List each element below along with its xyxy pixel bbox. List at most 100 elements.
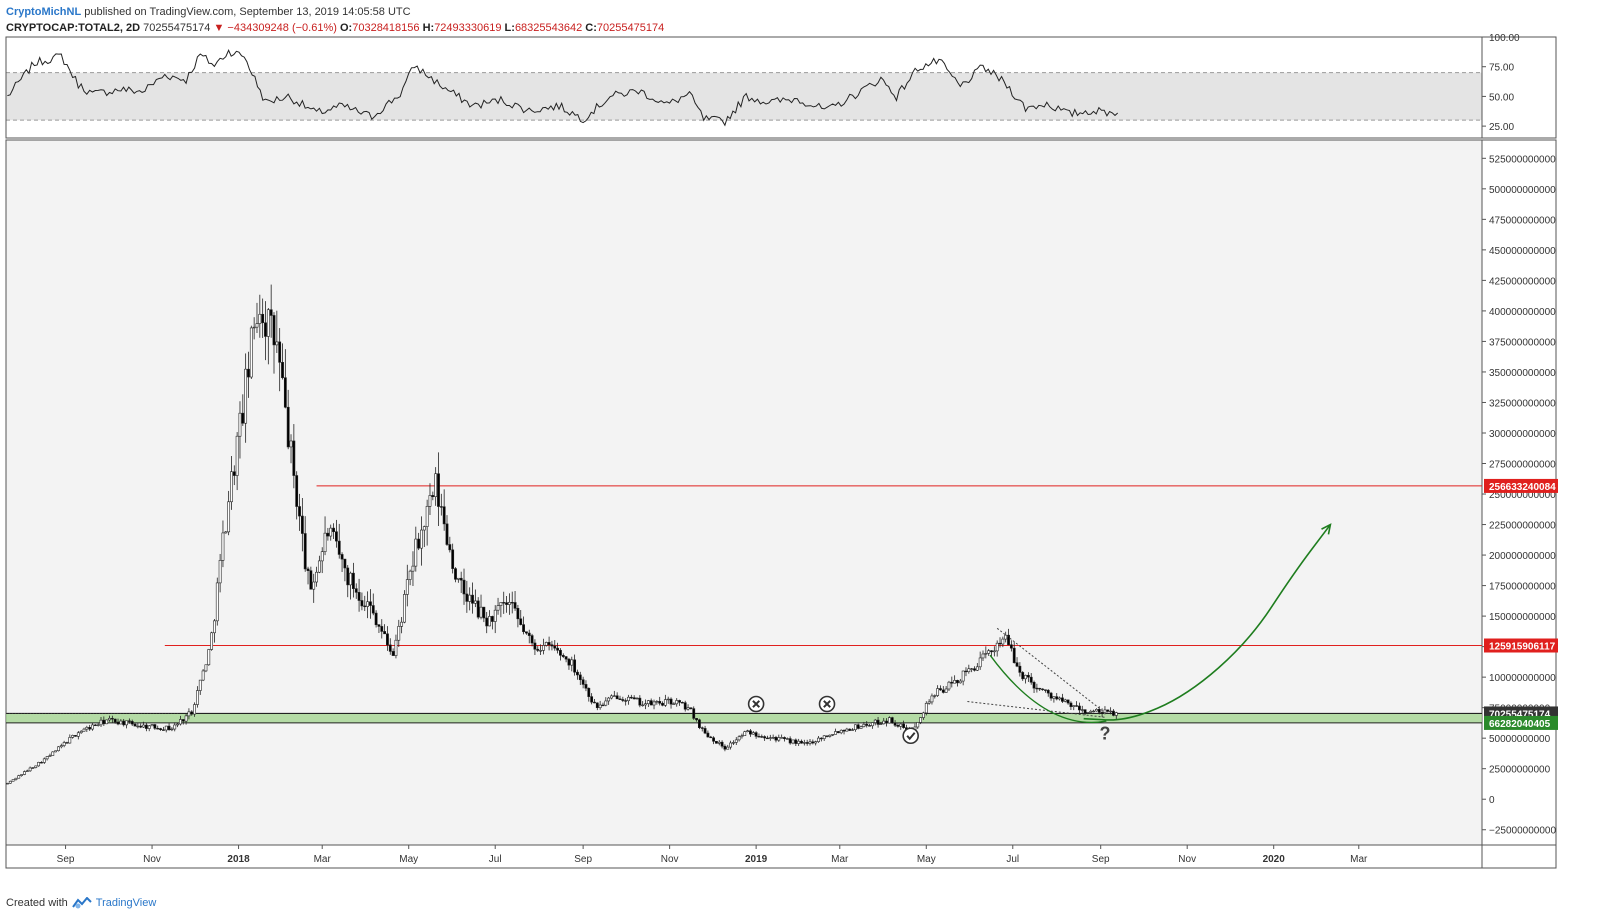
candle-body <box>1078 705 1081 711</box>
time-tick-label: Nov <box>661 854 679 865</box>
candle-body <box>1092 710 1096 713</box>
candle-body <box>434 473 438 498</box>
candle-body <box>329 527 333 537</box>
candle-body <box>899 723 903 727</box>
candle-body <box>20 774 23 776</box>
candle-body <box>45 756 49 760</box>
time-tick-label: Mar <box>831 854 849 865</box>
candle-body <box>176 723 179 726</box>
candle-body <box>1080 709 1084 711</box>
candle-body <box>998 642 1002 645</box>
time-tick-label: 2018 <box>227 854 250 865</box>
rsi-frame <box>5 36 1557 139</box>
price-tick-label: −25000000000 <box>1489 826 1556 837</box>
candle-body <box>71 735 75 738</box>
candle-body <box>788 738 792 744</box>
candle-body <box>230 471 233 503</box>
candle-body <box>218 560 222 584</box>
candle-body <box>454 568 457 580</box>
rsi-tick-label: 75.00 <box>1489 63 1514 74</box>
created-with-label: Created with <box>6 897 68 909</box>
candle-body <box>530 635 534 644</box>
candle-body <box>485 617 489 627</box>
candle-body <box>405 579 409 595</box>
candle-body <box>1035 687 1039 690</box>
candle-body <box>612 695 616 697</box>
candle-body <box>1083 709 1087 714</box>
candle-body <box>715 740 718 744</box>
candle-body <box>244 368 248 424</box>
candle-body <box>369 601 372 606</box>
candle-body <box>286 406 290 448</box>
candle-body <box>371 605 375 614</box>
price-background <box>6 140 1482 845</box>
candle-body <box>629 696 633 699</box>
candle-body <box>235 435 239 476</box>
close-label: C: <box>585 22 597 34</box>
candle-body <box>142 724 145 728</box>
price-pane[interactable]: 5250000000005000000000004750000000004500… <box>5 139 1558 869</box>
candle-body <box>1001 638 1005 645</box>
price-tick-label: 475000000000 <box>1489 215 1556 226</box>
price-tick-label: 425000000000 <box>1489 276 1556 287</box>
candle-body <box>1038 687 1042 690</box>
candle-body <box>221 532 225 561</box>
candle-body <box>264 322 267 337</box>
resistance-tag-upper-label: 256633240084 <box>1489 482 1556 493</box>
candle-body <box>655 701 659 703</box>
rsi-tick-label: 50.00 <box>1489 92 1514 103</box>
candle-body <box>181 719 185 722</box>
tradingview-brand-link[interactable]: TradingView <box>95 897 157 909</box>
candle-body <box>780 737 784 739</box>
candle-body <box>621 699 625 701</box>
candle-body <box>1106 709 1110 712</box>
price-tick-label: 525000000000 <box>1489 154 1556 165</box>
candle-body <box>422 526 426 531</box>
candle-body <box>950 681 954 684</box>
candle-body <box>811 741 815 744</box>
candle-body <box>1043 689 1047 691</box>
candle-body <box>570 659 574 666</box>
candle-body <box>403 594 406 623</box>
candle-body <box>363 605 367 608</box>
candle-body <box>576 671 579 676</box>
last-price-tag-label: 70255475174 <box>1489 709 1551 720</box>
candle-body <box>198 679 202 691</box>
candle-body <box>127 720 131 722</box>
candle-body <box>763 736 767 739</box>
candle-body <box>902 723 905 728</box>
candle-body <box>164 725 168 731</box>
candle-body <box>360 600 364 607</box>
projection-curve[interactable] <box>1083 523 1332 721</box>
projection-arrow-icon <box>1321 523 1332 535</box>
candle-body <box>632 697 636 700</box>
candle-body <box>930 695 934 703</box>
candle-body <box>272 315 276 346</box>
candle-body <box>610 695 613 699</box>
candle-body <box>28 767 32 772</box>
candle-body <box>473 600 477 604</box>
candle-body <box>922 712 925 718</box>
candle-body <box>482 606 486 619</box>
candle-body <box>678 700 681 703</box>
candle-body <box>695 718 698 721</box>
candle-body <box>939 688 942 691</box>
candle-body <box>593 701 596 704</box>
candle-body <box>1055 696 1059 700</box>
candle-body <box>23 771 26 775</box>
time-tick-label: Mar <box>1350 854 1368 865</box>
author-link[interactable]: CryptoMichNL <box>6 6 82 18</box>
candle-body <box>783 737 786 740</box>
price-tick-label: 325000000000 <box>1489 398 1556 409</box>
candle-body <box>615 695 619 700</box>
candle-body <box>658 701 662 704</box>
candle-body <box>439 506 443 508</box>
candle-body <box>93 724 97 727</box>
candle-body <box>96 724 100 726</box>
candle-body <box>698 719 701 728</box>
candle-body <box>303 533 307 570</box>
candle-body <box>607 697 611 702</box>
price-frame <box>5 139 1557 869</box>
candle-body <box>451 549 455 569</box>
